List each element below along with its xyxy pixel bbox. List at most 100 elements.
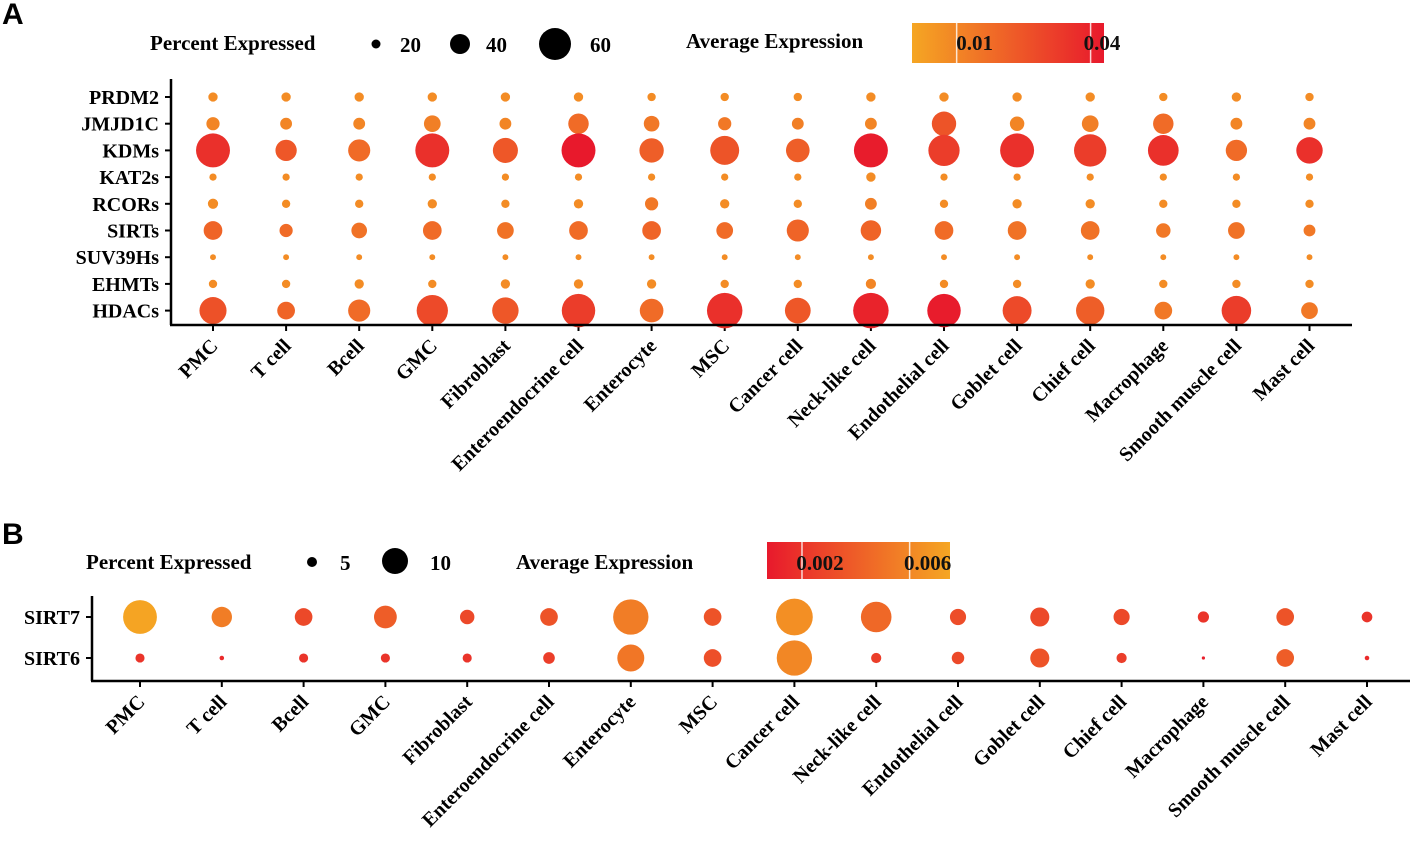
dot-b-sirt7-1 (211, 606, 232, 628)
dot-a-jmjd1c-4 (499, 117, 512, 130)
dot-a-rcors-12 (1085, 199, 1095, 209)
dot-a-kdms-0 (196, 133, 230, 168)
size-legend-value-a-2: 60 (590, 33, 611, 57)
dot-b-sirt6-13 (1201, 656, 1206, 660)
dot-b-sirt6-15 (1364, 655, 1370, 661)
dot-a-sirts-6 (642, 221, 661, 240)
colorbar-label-a-0: 0.01 (956, 31, 993, 55)
y-tick-label-a-3: KAT2s (99, 167, 159, 189)
dot-a-jmjd1c-15 (1303, 117, 1316, 130)
size-legend-dot-a-1 (450, 34, 470, 54)
dot-a-kat2s-1 (282, 173, 290, 181)
dot-a-rcors-1 (281, 199, 291, 208)
dot-a-rcors-5 (573, 199, 584, 209)
dot-a-sirts-13 (1156, 223, 1171, 238)
dot-b-sirt6-2 (299, 653, 309, 663)
dot-a-kat2s-4 (501, 173, 510, 181)
dot-a-kat2s-12 (1086, 173, 1094, 181)
dot-a-hdacs-2 (348, 299, 371, 322)
dot-a-ehmts-2 (354, 279, 364, 289)
dot-a-prdm2-9 (866, 92, 876, 102)
dot-a-hdacs-6 (639, 298, 664, 323)
dot-a-suv39hs-5 (575, 254, 582, 261)
dot-b-sirt6-3 (380, 653, 390, 663)
y-tick-label-a-1: JMJD1C (81, 114, 159, 136)
dot-b-sirt7-8 (776, 598, 813, 636)
dot-a-suv39hs-12 (1087, 254, 1094, 261)
dot-b-sirt7-12 (1113, 608, 1130, 626)
dot-a-kdms-6 (639, 138, 664, 163)
dot-a-suv39hs-14 (1233, 254, 1240, 261)
dot-a-jmjd1c-1 (280, 117, 293, 130)
x-tick-label-b-8: Cancer cell (721, 691, 805, 775)
x-tick-label-b-11: Goblet cell (969, 691, 1050, 772)
x-tick-label-a-7: MSC (687, 335, 734, 382)
dot-a-kdms-13 (1147, 135, 1179, 166)
dot-a-sirts-5 (569, 221, 588, 240)
x-tick-label-b-15: Mast cell (1306, 691, 1376, 761)
x-tick-label-b-2: Bcell (268, 691, 314, 737)
x-tick-label-b-12: Chief cell (1059, 691, 1132, 764)
dot-a-ehmts-1 (281, 279, 291, 289)
dot-a-jmjd1c-13 (1153, 113, 1174, 134)
dot-a-prdm2-4 (500, 92, 511, 102)
dot-a-jmjd1c-10 (931, 111, 957, 136)
size-legend-title-a: Percent Expressed (150, 31, 316, 55)
dot-b-sirt7-0 (123, 600, 157, 634)
dot-a-hdacs-0 (199, 297, 227, 325)
dot-a-rcors-10 (939, 199, 949, 208)
x-tick-label-b-4: Fibroblast (399, 691, 477, 769)
x-tick-label-a-5: Enteroendocrine cell (447, 335, 588, 476)
colorbar-label-a-1: 0.04 (1084, 31, 1121, 55)
dot-a-jmjd1c-0 (206, 117, 220, 131)
dot-a-hdacs-11 (1002, 296, 1032, 326)
dot-b-sirt7-13 (1197, 611, 1209, 623)
dot-a-suv39hs-15 (1306, 254, 1313, 261)
size-legend-dot-a-0 (371, 39, 381, 49)
dot-a-hdacs-5 (561, 293, 596, 328)
dot-a-ehmts-8 (793, 279, 802, 289)
y-tick-label-a-4: RCORs (92, 194, 159, 216)
dot-a-ehmts-12 (1085, 279, 1095, 289)
dot-a-suv39hs-1 (283, 254, 290, 261)
dot-a-sirts-15 (1303, 224, 1316, 237)
color-legend-a: Average Expression 0.01 0.04 (686, 23, 1121, 63)
panel-label-a: A (2, 0, 24, 31)
dot-a-hdacs-9 (853, 292, 889, 329)
dot-a-sirts-8 (786, 219, 809, 242)
dot-a-rcors-15 (1305, 199, 1314, 208)
dot-b-sirt6-8 (776, 640, 813, 676)
color-legend-title-a: Average Expression (686, 29, 863, 53)
dot-a-suv39hs-2 (356, 254, 363, 261)
dot-b-sirt6-7 (703, 649, 722, 667)
size-legend-dot-a-2 (539, 28, 571, 60)
dot-a-kdms-15 (1296, 137, 1323, 164)
dot-a-jmjd1c-2 (353, 117, 366, 130)
dot-a-hdacs-3 (416, 294, 448, 327)
dot-a-sirts-1 (279, 223, 293, 238)
dot-a-suv39hs-10 (941, 254, 947, 261)
dot-a-hdacs-1 (277, 301, 295, 320)
dot-b-sirt7-7 (703, 608, 722, 626)
dot-a-sirts-3 (422, 221, 442, 240)
dot-a-rcors-4 (501, 199, 510, 208)
dot-a-suv39hs-6 (648, 254, 655, 261)
dot-a-jmjd1c-3 (423, 115, 441, 133)
dot-a-ehmts-6 (646, 279, 657, 289)
dot-a-jmjd1c-14 (1230, 117, 1243, 130)
colorbar-a (912, 23, 1104, 63)
dot-a-kdms-9 (853, 133, 888, 168)
dot-b-sirt6-14 (1276, 649, 1295, 667)
dot-a-kat2s-6 (647, 173, 656, 181)
dot-a-prdm2-10 (939, 92, 949, 102)
dot-a-prdm2-3 (427, 92, 437, 102)
dot-a-ehmts-10 (939, 279, 949, 289)
y-tick-label-a-5: SIRTs (107, 221, 159, 243)
dot-a-suv39hs-8 (794, 254, 801, 261)
dot-a-jmjd1c-8 (791, 117, 804, 130)
dot-a-hdacs-15 (1301, 302, 1318, 319)
dot-a-jmjd1c-11 (1009, 116, 1025, 131)
dot-b-sirt7-2 (294, 608, 313, 626)
dot-a-hdacs-7 (706, 292, 743, 329)
